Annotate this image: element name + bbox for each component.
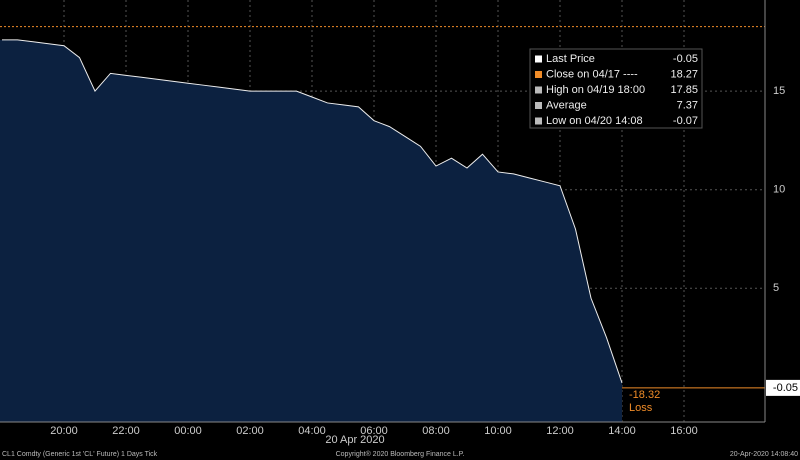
legend-swatch xyxy=(535,55,542,63)
x-tick-label: 20:00 xyxy=(50,425,78,437)
footer-right: 20-Apr-2020 14:08:40 xyxy=(730,451,798,458)
x-tick-label: 16:00 xyxy=(670,425,698,437)
footer-left: CL1 Comdty (Generic 1st 'CL' Future) 1 D… xyxy=(2,451,158,458)
y-tick-label: 15 xyxy=(773,85,785,97)
legend-label: Last Price xyxy=(546,53,595,65)
x-tick-label: 04:00 xyxy=(298,425,326,437)
date-label: 20 Apr 2020 xyxy=(325,434,384,446)
legend-swatch xyxy=(535,71,542,78)
x-tick-label: 02:00 xyxy=(236,425,264,437)
legend-swatch xyxy=(535,86,542,94)
area xyxy=(0,39,622,422)
x-tick-label: 12:00 xyxy=(546,425,574,437)
x-tick-label: 22:00 xyxy=(112,425,140,437)
x-tick-label: 10:00 xyxy=(484,425,512,437)
legend-label: High on 04/19 18:00 xyxy=(546,84,645,96)
annotation-label: Loss xyxy=(629,402,653,414)
x-tick-label: 00:00 xyxy=(174,425,202,437)
legend-box xyxy=(529,48,703,129)
legend-value: 18.27 xyxy=(670,68,698,80)
x-tick-label: 06:00 xyxy=(360,425,388,437)
footer-center: Copyright® 2020 Bloomberg Finance L.P. xyxy=(336,450,465,458)
price-line xyxy=(2,39,623,384)
legend-swatch xyxy=(535,102,542,109)
x-tick-label: 14:00 xyxy=(608,425,636,437)
annotation-value: -18.32 xyxy=(629,389,660,401)
legend-value: -0.05 xyxy=(673,53,698,65)
last-price-label: -0.05 xyxy=(773,382,798,394)
legend-value: 17.85 xyxy=(670,84,698,96)
legend-value: -0.07 xyxy=(673,115,698,127)
legend-swatch xyxy=(535,117,542,125)
legend-value: 7.37 xyxy=(677,99,698,111)
legend-label: Average xyxy=(546,99,587,111)
y-tick-label: 5 xyxy=(773,282,779,294)
legend-label: Low on 04/20 14:08 xyxy=(546,115,643,127)
legend-label: Close on 04/17 ---- xyxy=(546,68,638,80)
last-price-box xyxy=(766,379,800,396)
y-tick-label: 10 xyxy=(773,184,785,196)
x-tick-label: 08:00 xyxy=(422,425,450,437)
